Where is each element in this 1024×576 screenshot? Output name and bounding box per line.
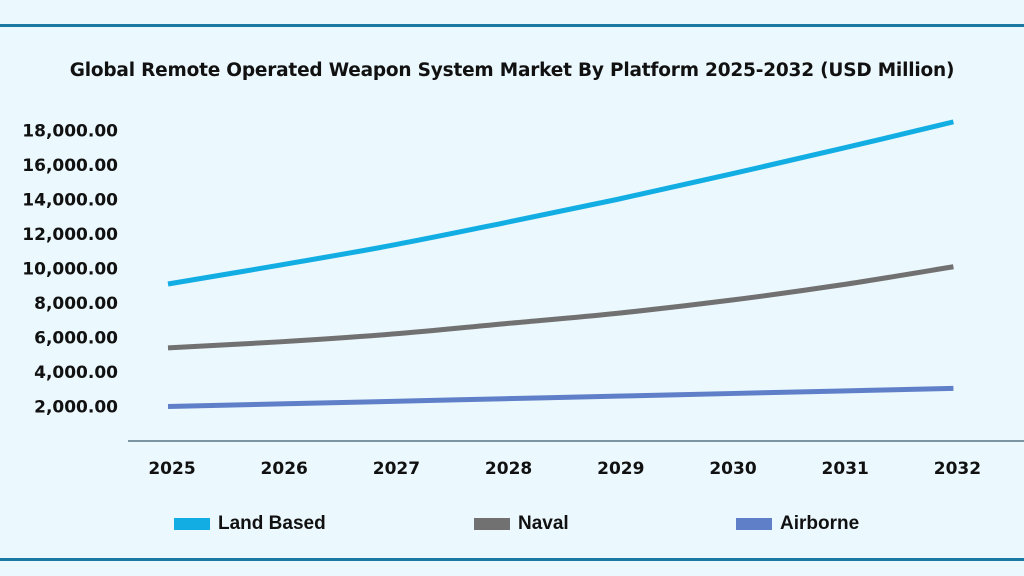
y-tick-label: 10,000.00 bbox=[22, 260, 118, 280]
x-tick-label: 2031 bbox=[822, 459, 869, 479]
y-tick-label: 12,000.00 bbox=[22, 225, 118, 245]
x-tick-label: 2027 bbox=[373, 459, 420, 479]
y-tick-label: 18,000.00 bbox=[22, 122, 118, 142]
series-line-naval bbox=[167, 264, 954, 351]
legend-item-airborne: Airborne bbox=[736, 513, 859, 535]
y-tick-label: 16,000.00 bbox=[22, 156, 118, 176]
chart-title: Global Remote Operated Weapon System Mar… bbox=[69, 60, 955, 81]
y-tick-label: 4,000.00 bbox=[34, 363, 118, 383]
series-line-airborne bbox=[167, 385, 954, 409]
x-tick-label: 2030 bbox=[709, 459, 756, 479]
y-tick-label: 8,000.00 bbox=[34, 294, 118, 314]
x-tick-label: 2029 bbox=[597, 459, 644, 479]
legend-swatch bbox=[736, 518, 772, 530]
legend-swatch bbox=[474, 518, 510, 530]
x-tick-label: 2032 bbox=[934, 459, 981, 479]
y-tick-label: 14,000.00 bbox=[22, 191, 118, 211]
legend-label: Airborne bbox=[780, 513, 860, 534]
legend-label: Land Based bbox=[218, 513, 326, 534]
legend-item-naval: Naval bbox=[474, 513, 569, 535]
bottom-border bbox=[0, 558, 1024, 561]
x-tick-label: 2025 bbox=[148, 459, 195, 479]
x-tick-label: 2028 bbox=[485, 459, 532, 479]
legend-swatch bbox=[174, 518, 210, 530]
y-tick-label: 6,000.00 bbox=[34, 329, 118, 349]
x-tick-label: 2026 bbox=[261, 459, 308, 479]
legend-item-land-based: Land Based bbox=[174, 513, 326, 535]
top-border bbox=[0, 24, 1024, 27]
series-line-land-based bbox=[167, 119, 954, 287]
legend-label: Naval bbox=[518, 513, 569, 534]
y-tick-label: 2,000.00 bbox=[34, 398, 118, 418]
